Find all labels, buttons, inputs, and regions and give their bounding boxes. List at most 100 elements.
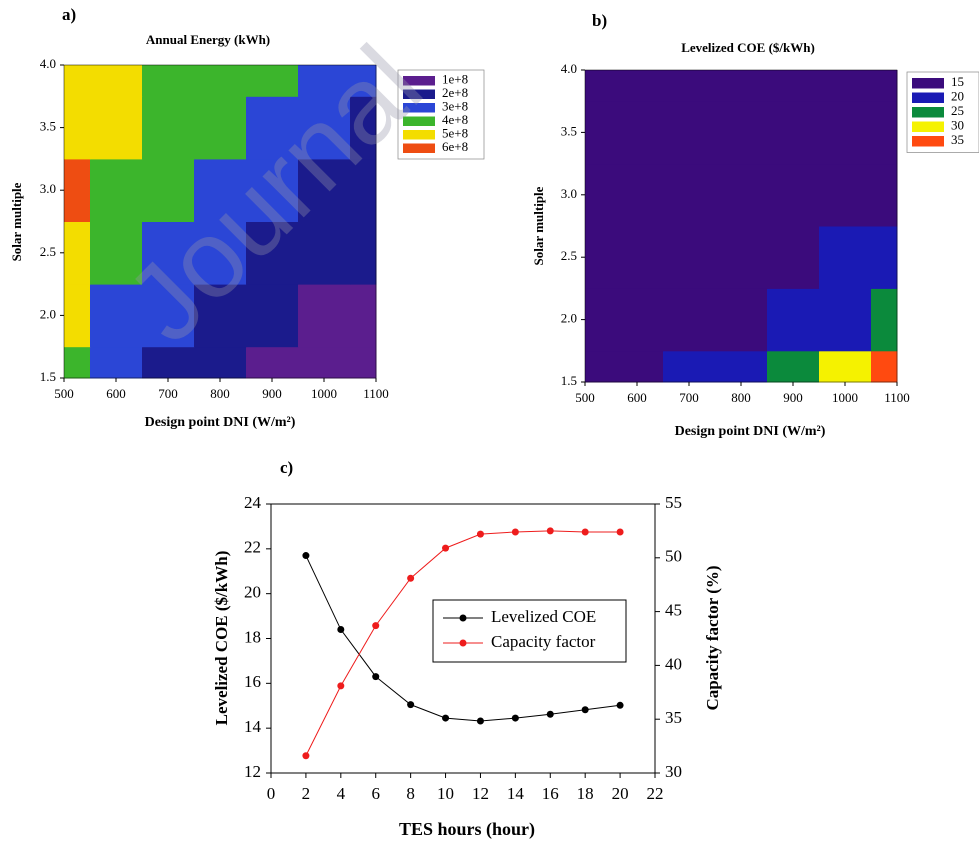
contour-cell (142, 158, 195, 222)
contour-cell (298, 221, 351, 285)
y2-tick-label: 40 (665, 654, 682, 673)
y-tick-label: 1.5 (561, 373, 577, 388)
series-point (442, 714, 450, 722)
legend-label: Levelized COE (491, 607, 596, 626)
contour-cell (871, 163, 898, 227)
series-point (302, 752, 310, 760)
panel-label: b) (592, 11, 607, 30)
contour-cell (663, 288, 716, 352)
contour-cell (194, 96, 247, 160)
y-tick-label: 2.0 (40, 306, 56, 321)
contour-cell (819, 288, 872, 352)
contour-cell (585, 101, 612, 165)
contour-cell (64, 96, 91, 160)
y-axis-label: Solar multiple (531, 186, 546, 265)
series-point (476, 717, 484, 725)
contour-cell (298, 96, 351, 160)
contour-cell (819, 163, 872, 227)
contour-cell (64, 221, 91, 285)
contour-cell (298, 346, 351, 379)
contour-cell (585, 350, 612, 383)
x-tick-label: 16 (542, 784, 559, 803)
y-tick-label: 20 (244, 583, 261, 602)
contour-cell (663, 350, 716, 383)
contour-cell (90, 346, 143, 379)
contour-cell (64, 346, 91, 379)
panel-label: a) (62, 5, 76, 24)
x-tick-label: 12 (472, 784, 489, 803)
contour-cell (585, 226, 612, 289)
legend-swatch (403, 76, 435, 86)
y-tick-label: 24 (244, 493, 262, 512)
x-tick-label: 700 (158, 386, 178, 401)
contour-cell (871, 226, 898, 289)
legend-label: 20 (951, 89, 964, 104)
contour-cell (611, 288, 664, 352)
contour-cell (611, 163, 664, 227)
contour-cell (246, 158, 299, 222)
x-tick-label: 800 (210, 386, 230, 401)
contour-cell (350, 96, 377, 160)
x-tick-label: 10 (437, 784, 454, 803)
contour-cell (142, 221, 195, 285)
x-tick-label: 700 (679, 390, 699, 405)
series-point (372, 622, 380, 630)
contour-cell (142, 65, 195, 97)
y-axis-label: Solar multiple (9, 182, 24, 261)
panel-label: c) (280, 458, 293, 477)
contour-cell (246, 65, 299, 97)
x-axis-label: Design point DNI (W/m²) (675, 424, 826, 439)
contour-cell (350, 284, 377, 348)
x-tick-label: 4 (337, 784, 346, 803)
legend-label: 2e+8 (442, 85, 468, 100)
contour-cell (246, 221, 299, 285)
y-tick-label: 2.5 (561, 248, 577, 263)
y2-tick-label: 50 (665, 547, 682, 566)
y2-axis-label: Capacity factor (%) (703, 565, 722, 710)
contour-cell (350, 221, 377, 285)
series-point (302, 552, 310, 560)
contour-cell (90, 158, 143, 222)
contour-cell (611, 101, 664, 165)
contour-cell (90, 96, 143, 160)
x-tick-label: 8 (406, 784, 415, 803)
series-point (442, 544, 450, 552)
contour-cell (194, 65, 247, 97)
contour-cell (90, 284, 143, 348)
contour-cell (767, 163, 820, 227)
contour-cell (715, 163, 768, 227)
contour-cell (767, 101, 820, 165)
series-point (407, 574, 415, 582)
contour-cell (715, 70, 768, 102)
legend-swatch (912, 136, 944, 147)
contour-cell (350, 346, 377, 379)
contour-cell (64, 65, 91, 97)
series-point (337, 626, 345, 634)
x-tick-label: 600 (106, 386, 126, 401)
series-point (546, 527, 554, 535)
x-tick-label: 14 (507, 784, 525, 803)
series-point (511, 714, 519, 722)
x-tick-label: 500 (575, 390, 595, 405)
y-tick-label: 1.5 (40, 369, 56, 384)
x-tick-label: 500 (54, 386, 74, 401)
contour-cell (767, 350, 820, 383)
contour-cell (142, 96, 195, 160)
contour-cell (819, 101, 872, 165)
contour-cell (871, 101, 898, 165)
y-tick-label: 18 (244, 627, 261, 646)
contour-cell (142, 346, 195, 379)
legend-swatch (912, 78, 944, 89)
legend-label: 6e+8 (442, 139, 468, 154)
series-point (511, 528, 519, 536)
contour-cell (246, 284, 299, 348)
series-point (546, 710, 554, 718)
y-tick-label: 4.0 (40, 56, 56, 71)
y2-tick-label: 45 (665, 601, 682, 620)
legend-label: 4e+8 (442, 112, 468, 127)
x-tick-label: 1000 (311, 386, 337, 401)
contour-cell (298, 65, 351, 97)
x-tick-label: 900 (783, 390, 803, 405)
y2-tick-label: 55 (665, 493, 682, 512)
